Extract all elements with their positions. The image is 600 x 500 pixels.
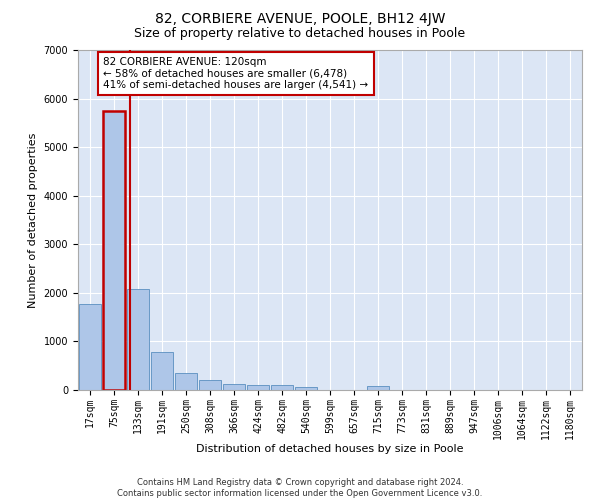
Bar <box>367 386 389 390</box>
Bar <box>175 374 197 390</box>
Bar <box>79 304 101 390</box>
Text: 82, CORBIERE AVENUE, POOLE, BH12 4JW: 82, CORBIERE AVENUE, POOLE, BH12 4JW <box>155 12 445 26</box>
Bar <box>247 384 269 390</box>
Text: Contains HM Land Registry data © Crown copyright and database right 2024.
Contai: Contains HM Land Registry data © Crown c… <box>118 478 482 498</box>
Y-axis label: Number of detached properties: Number of detached properties <box>28 132 38 308</box>
Bar <box>127 289 149 390</box>
Bar <box>103 110 125 390</box>
Bar <box>271 386 293 390</box>
Bar <box>199 380 221 390</box>
X-axis label: Distribution of detached houses by size in Poole: Distribution of detached houses by size … <box>196 444 464 454</box>
Text: Size of property relative to detached houses in Poole: Size of property relative to detached ho… <box>134 28 466 40</box>
Text: 82 CORBIERE AVENUE: 120sqm
← 58% of detached houses are smaller (6,478)
41% of s: 82 CORBIERE AVENUE: 120sqm ← 58% of deta… <box>103 57 368 90</box>
Bar <box>223 384 245 390</box>
Bar <box>151 352 173 390</box>
Bar <box>295 386 317 390</box>
